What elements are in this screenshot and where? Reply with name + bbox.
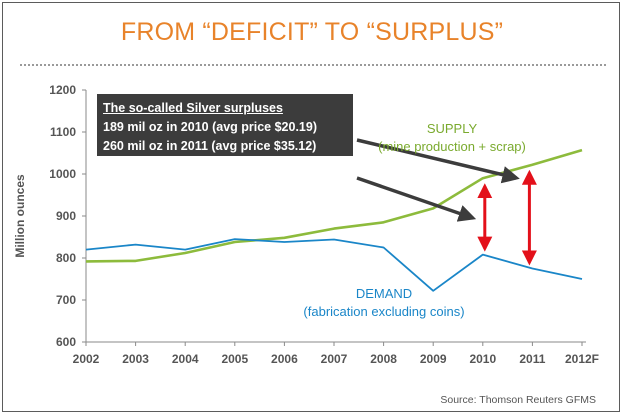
y-axis-ticks: 600 700 800 900 1000 1100 1200 — [49, 83, 86, 349]
x-tick-label: 2012F — [565, 352, 599, 366]
y-tick-label: 700 — [56, 293, 76, 307]
x-tick-label: 2006 — [271, 352, 298, 366]
x-axis-ticks: 2002 2003 2004 2005 2006 2007 2008 2009 2010 2011… — [73, 342, 599, 366]
callout-heading: The so-called Silver surpluses — [103, 101, 283, 115]
title-divider — [20, 64, 606, 66]
y-tick-label: 900 — [56, 209, 76, 223]
supply-label-detail: (mine production + scrap) — [378, 139, 526, 154]
series-lines — [85, 148, 583, 292]
x-tick-label: 2011 — [519, 352, 545, 366]
y-tick-label: 800 — [56, 251, 76, 265]
callout-line-2010: 189 mil oz in 2010 (avg price $20.19) — [103, 120, 318, 134]
x-tick-label: 2009 — [420, 352, 447, 366]
supply-line — [85, 148, 583, 263]
demand-label: DEMAND — [356, 286, 412, 301]
x-tick-label: 2003 — [122, 352, 149, 366]
x-tick-label: 2005 — [221, 352, 248, 366]
y-tick-label: 1000 — [49, 167, 76, 181]
x-tick-label: 2002 — [73, 352, 100, 366]
y-tick-label: 1200 — [49, 83, 76, 97]
x-tick-label: 2004 — [172, 352, 199, 366]
pointer-arrow-2011 — [356, 138, 520, 184]
demand-label-detail: (fabrication excluding coins) — [303, 304, 464, 319]
chart-frame — [2, 2, 620, 412]
chart-title: FROM “DEFICIT” TO “SURPLUS” — [120, 18, 504, 46]
pointer-arrow-2010 — [356, 176, 477, 222]
y-tick-label: 600 — [56, 335, 76, 349]
gap-arrows — [477, 169, 537, 266]
demand-line — [85, 238, 583, 292]
x-tick-label: 2007 — [321, 352, 348, 366]
y-axis-label: Million ounces — [13, 174, 27, 258]
callout-line-2011: 260 mil oz in 2011 (avg price $35.12) — [103, 139, 317, 153]
surplus-callout-box: The so-called Silver surpluses 189 mil o… — [97, 94, 353, 156]
supply-label: SUPPLY — [427, 121, 478, 136]
source-note: Source: Thomson Reuters GFMS — [440, 394, 596, 406]
callout-pointer-arrows — [356, 138, 520, 222]
x-tick-label: 2010 — [469, 352, 496, 366]
x-tick-label: 2008 — [370, 352, 397, 366]
y-tick-label: 1100 — [50, 125, 76, 139]
